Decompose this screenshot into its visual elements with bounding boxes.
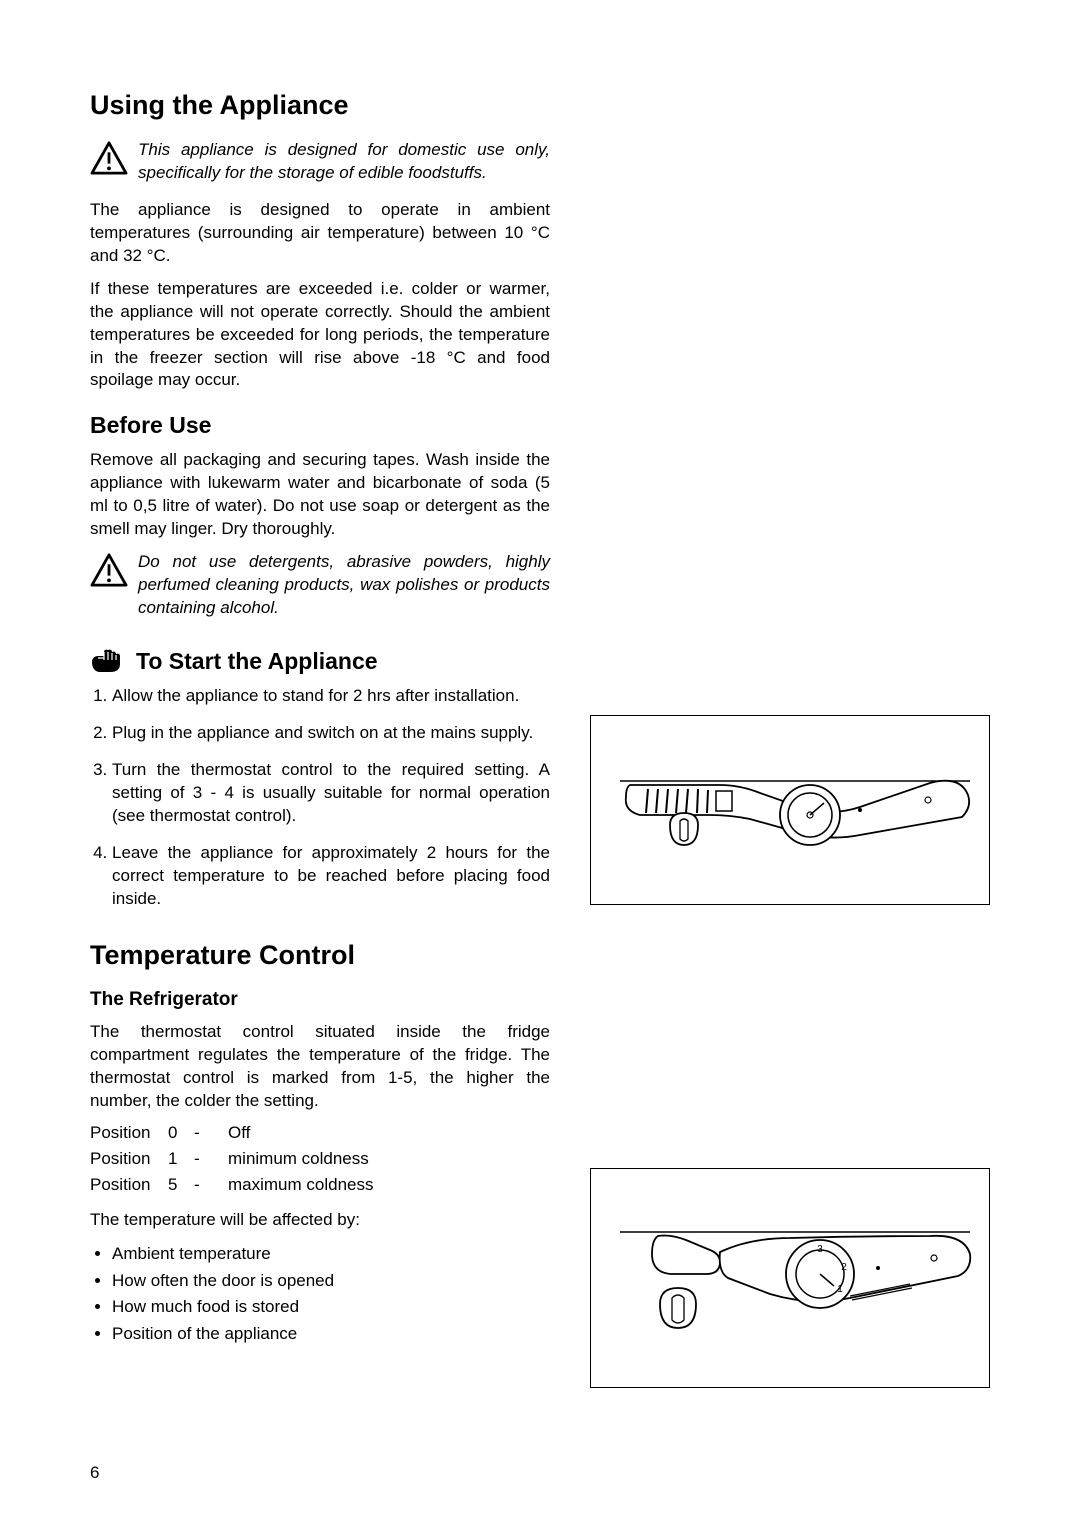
- position-desc: minimum coldness: [228, 1149, 369, 1169]
- warning-text-1: This appliance is designed for domestic …: [138, 139, 550, 185]
- subheading-refrigerator: The Refrigerator: [90, 989, 550, 1011]
- heading-to-start: To Start the Appliance: [90, 648, 550, 675]
- step-item: Leave the appliance for approximately 2 …: [112, 842, 550, 911]
- position-number: 5: [168, 1175, 194, 1195]
- svg-text:2: 2: [841, 1262, 847, 1273]
- warning-icon: [90, 553, 128, 587]
- warning-text-2: Do not use detergents, abrasive powders,…: [138, 551, 550, 620]
- step-item: Turn the thermostat control to the requi…: [112, 759, 550, 828]
- position-dash: -: [194, 1123, 228, 1143]
- position-label: Position: [90, 1175, 168, 1195]
- thermostat-illustration-1: [600, 725, 980, 895]
- page-number: 6: [90, 1463, 99, 1483]
- para-affected-by: The temperature will be affected by:: [90, 1209, 550, 1232]
- warning-icon: [90, 141, 128, 175]
- position-desc: maximum coldness: [228, 1175, 374, 1195]
- position-row: Position 0 - Off: [90, 1123, 550, 1143]
- heading-using-appliance: Using the Appliance: [90, 90, 550, 121]
- para-operating-temp: The appliance is designed to operate in …: [90, 199, 550, 268]
- svg-text:3: 3: [817, 1244, 823, 1255]
- step-item: Plug in the appliance and switch on at t…: [112, 722, 550, 745]
- bullet-item: How much food is stored: [112, 1295, 550, 1320]
- para-thermostat: The thermostat control situated inside t…: [90, 1021, 550, 1113]
- para-before-use: Remove all packaging and securing tapes.…: [90, 449, 550, 541]
- position-label: Position: [90, 1149, 168, 1169]
- hand-pointer-icon: [90, 648, 126, 674]
- svg-text:1: 1: [837, 1284, 843, 1295]
- position-row: Position 5 - maximum coldness: [90, 1175, 550, 1195]
- affected-by-list: Ambient temperature How often the door i…: [90, 1242, 550, 1347]
- position-row: Position 1 - minimum coldness: [90, 1149, 550, 1169]
- start-steps-list: Allow the appliance to stand for 2 hrs a…: [90, 685, 550, 911]
- thermostat-illustration-2: 3 2 1: [600, 1178, 980, 1378]
- figure-thermostat-top: [590, 715, 990, 905]
- bullet-item: How often the door is opened: [112, 1269, 550, 1294]
- figure-1-spacer: [590, 90, 990, 715]
- position-dash: -: [194, 1149, 228, 1169]
- step-item: Allow the appliance to stand for 2 hrs a…: [112, 685, 550, 708]
- warning-block-2: Do not use detergents, abrasive powders,…: [90, 551, 550, 620]
- heading-before-use: Before Use: [90, 412, 550, 439]
- para-temp-exceeded: If these temperatures are exceeded i.e. …: [90, 278, 550, 393]
- position-label: Position: [90, 1123, 168, 1143]
- position-desc: Off: [228, 1123, 250, 1143]
- position-number: 1: [168, 1149, 194, 1169]
- warning-block-1: This appliance is designed for domestic …: [90, 139, 550, 185]
- heading-to-start-text: To Start the Appliance: [136, 648, 378, 675]
- position-dash: -: [194, 1175, 228, 1195]
- position-number: 0: [168, 1123, 194, 1143]
- figure-2-spacer: [590, 905, 990, 1168]
- bullet-item: Ambient temperature: [112, 1242, 550, 1267]
- bullet-item: Position of the appliance: [112, 1322, 550, 1347]
- heading-temperature-control: Temperature Control: [90, 940, 550, 971]
- figure-thermostat-bottom: 3 2 1: [590, 1168, 990, 1388]
